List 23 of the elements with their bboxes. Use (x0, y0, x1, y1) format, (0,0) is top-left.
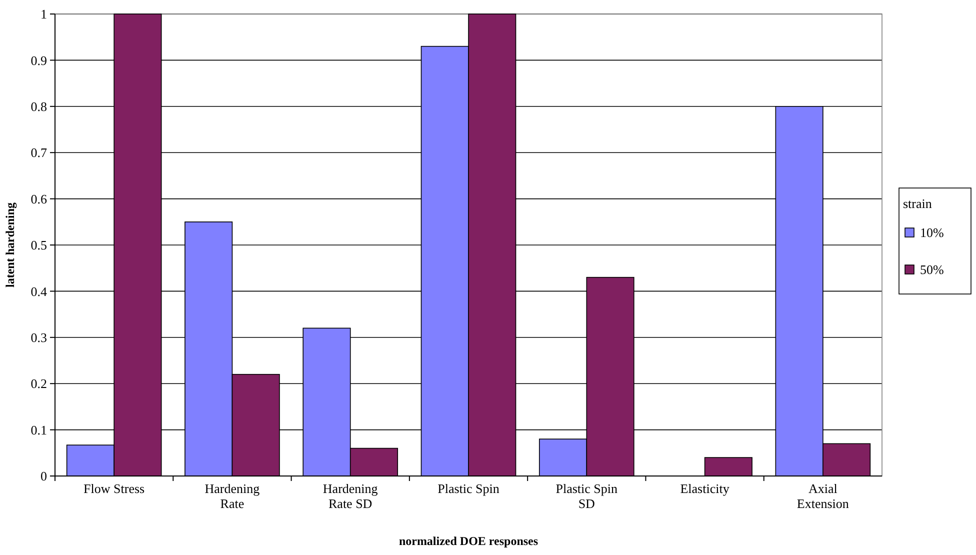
x-axis-title: normalized DOE responses (398, 534, 538, 548)
y-axis-title: latent hardening (3, 202, 17, 288)
y-tick-label: 0.8 (30, 98, 47, 114)
y-tick-label: 0.6 (30, 191, 48, 206)
legend-label: 10% (920, 225, 944, 240)
y-tick-label: 0.9 (30, 52, 47, 68)
y-tick-label: 0.5 (30, 238, 47, 253)
x-tick-label: Plastic Spin (438, 481, 500, 496)
legend-label: 50% (920, 262, 944, 277)
x-tick-label: Hardening Rate SD (322, 481, 378, 511)
x-tick-label: Plastic Spin SD (556, 481, 618, 511)
y-tick-label: 0.2 (30, 376, 47, 392)
y-tick-label: 1 (40, 6, 47, 22)
y-tick-label: 0.4 (30, 284, 48, 299)
y-tick-label: 0.1 (30, 422, 47, 438)
y-tick-label: 0.3 (30, 330, 47, 345)
legend-title: strain (903, 196, 932, 211)
x-tick-label: Hardening Rate (204, 481, 260, 511)
x-tick-label: Axial Extension (796, 481, 850, 511)
y-tick-label: 0.7 (30, 145, 48, 160)
x-tick-label: Flow Stress (84, 481, 145, 496)
x-tick-label: Elasticity (680, 481, 730, 496)
y-tick-label: 0 (40, 468, 47, 484)
